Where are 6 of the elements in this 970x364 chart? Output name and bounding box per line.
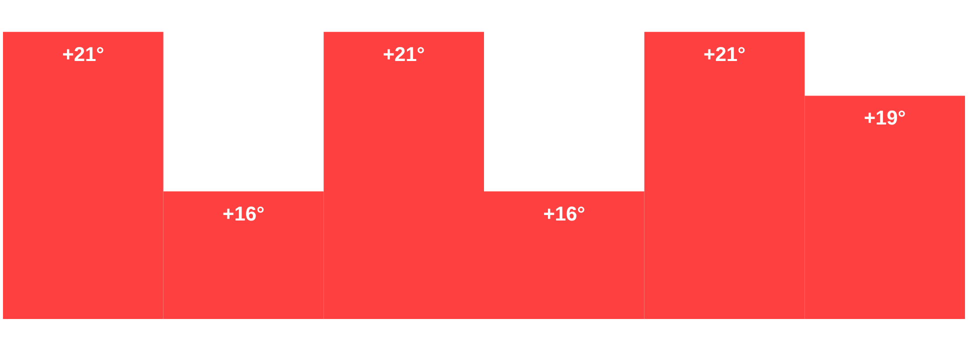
data-label: +19° [864,108,906,130]
data-label: +21° [62,44,104,66]
data-label: +16° [543,203,586,226]
data-label: +21° [382,44,425,66]
data-label: +16° [222,203,264,226]
data-label: +21° [704,44,746,66]
